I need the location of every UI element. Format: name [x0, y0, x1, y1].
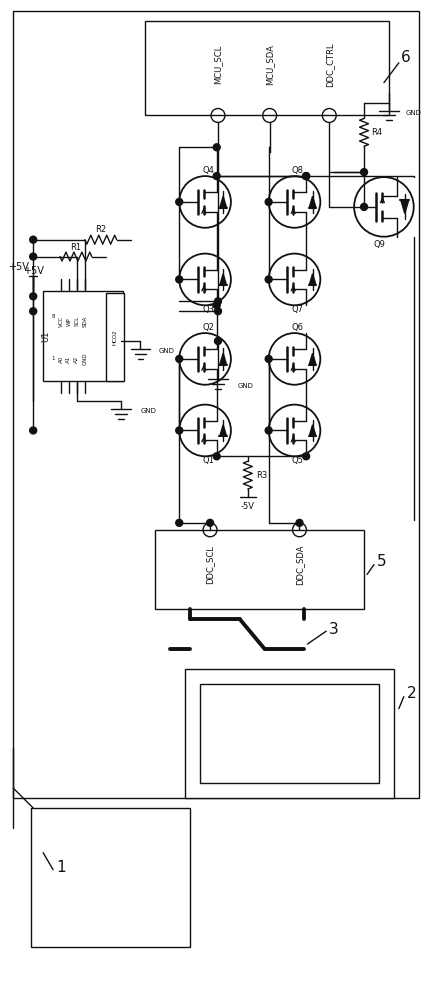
- Circle shape: [265, 276, 272, 283]
- Text: DDC_SDA: DDC_SDA: [295, 544, 304, 585]
- Text: R2: R2: [95, 225, 107, 234]
- Text: Q8: Q8: [291, 166, 304, 175]
- Circle shape: [265, 198, 272, 205]
- Polygon shape: [309, 196, 316, 208]
- Bar: [13, 11, 419, 798]
- Text: Q1: Q1: [202, 456, 214, 465]
- Text: GND: GND: [406, 110, 422, 116]
- Circle shape: [214, 308, 221, 315]
- Text: Q4: Q4: [202, 166, 214, 175]
- Text: 8: 8: [51, 314, 55, 319]
- Text: SCL: SCL: [74, 316, 79, 326]
- Circle shape: [265, 355, 272, 362]
- Circle shape: [303, 453, 310, 460]
- Text: Q7: Q7: [291, 305, 304, 314]
- Circle shape: [361, 169, 368, 176]
- Text: 1: 1: [56, 860, 66, 875]
- Text: +5V: +5V: [8, 262, 29, 272]
- Polygon shape: [220, 353, 226, 365]
- Bar: [43, 291, 123, 381]
- Text: MCU_SCL: MCU_SCL: [213, 45, 223, 84]
- Circle shape: [30, 253, 37, 260]
- Circle shape: [213, 302, 220, 309]
- Text: +5V: +5V: [23, 266, 44, 276]
- Text: SDA: SDA: [82, 315, 87, 327]
- Circle shape: [176, 198, 183, 205]
- Bar: [185, 669, 394, 798]
- Polygon shape: [401, 200, 409, 213]
- Circle shape: [30, 236, 37, 243]
- Circle shape: [296, 519, 303, 526]
- Text: R4: R4: [372, 128, 382, 137]
- Circle shape: [176, 355, 183, 362]
- Text: U1: U1: [42, 330, 51, 342]
- Text: 3: 3: [329, 622, 339, 637]
- Text: 1: 1: [51, 356, 55, 361]
- Bar: [145, 21, 389, 115]
- Text: R3: R3: [256, 471, 267, 480]
- Text: MCU_SDA: MCU_SDA: [265, 44, 274, 85]
- Text: 2: 2: [407, 686, 417, 701]
- Circle shape: [30, 308, 37, 315]
- Bar: [155, 530, 364, 609]
- Circle shape: [361, 203, 368, 210]
- Text: DDC_CTRL: DDC_CTRL: [325, 43, 334, 87]
- Text: A0: A0: [58, 355, 64, 363]
- Circle shape: [214, 298, 221, 305]
- Text: GND: GND: [158, 348, 174, 354]
- Text: HCO2: HCO2: [112, 329, 117, 345]
- Polygon shape: [309, 274, 316, 285]
- Text: 5: 5: [377, 554, 387, 569]
- Circle shape: [176, 427, 183, 434]
- Text: R1: R1: [70, 243, 81, 252]
- Text: Q5: Q5: [291, 456, 304, 465]
- Text: Q6: Q6: [291, 323, 304, 332]
- Circle shape: [213, 453, 220, 460]
- Circle shape: [176, 276, 183, 283]
- Circle shape: [30, 427, 37, 434]
- Text: DDC_SCL: DDC_SCL: [206, 545, 214, 584]
- Bar: [31, 808, 190, 947]
- Polygon shape: [220, 196, 226, 208]
- Circle shape: [213, 144, 220, 151]
- Text: GND: GND: [140, 408, 156, 414]
- Text: A2: A2: [74, 355, 79, 363]
- Text: -5V: -5V: [241, 502, 255, 511]
- Circle shape: [213, 173, 220, 180]
- Text: Q9: Q9: [373, 240, 385, 249]
- Text: A1: A1: [66, 355, 71, 363]
- Polygon shape: [309, 425, 316, 436]
- Bar: [106, 293, 123, 381]
- Text: GND: GND: [238, 383, 254, 389]
- Circle shape: [303, 173, 310, 180]
- Polygon shape: [309, 353, 316, 365]
- Text: Q3: Q3: [202, 305, 214, 314]
- Polygon shape: [220, 425, 226, 436]
- Polygon shape: [220, 274, 226, 285]
- Text: VCC: VCC: [58, 316, 64, 327]
- Circle shape: [265, 427, 272, 434]
- Text: GND: GND: [82, 353, 87, 365]
- Circle shape: [303, 173, 310, 180]
- Bar: [200, 684, 379, 783]
- Circle shape: [30, 293, 37, 300]
- Text: 6: 6: [401, 50, 410, 65]
- Text: WP: WP: [66, 317, 71, 326]
- Circle shape: [176, 519, 183, 526]
- Text: Q2: Q2: [202, 323, 214, 332]
- Circle shape: [214, 338, 221, 345]
- Circle shape: [207, 519, 213, 526]
